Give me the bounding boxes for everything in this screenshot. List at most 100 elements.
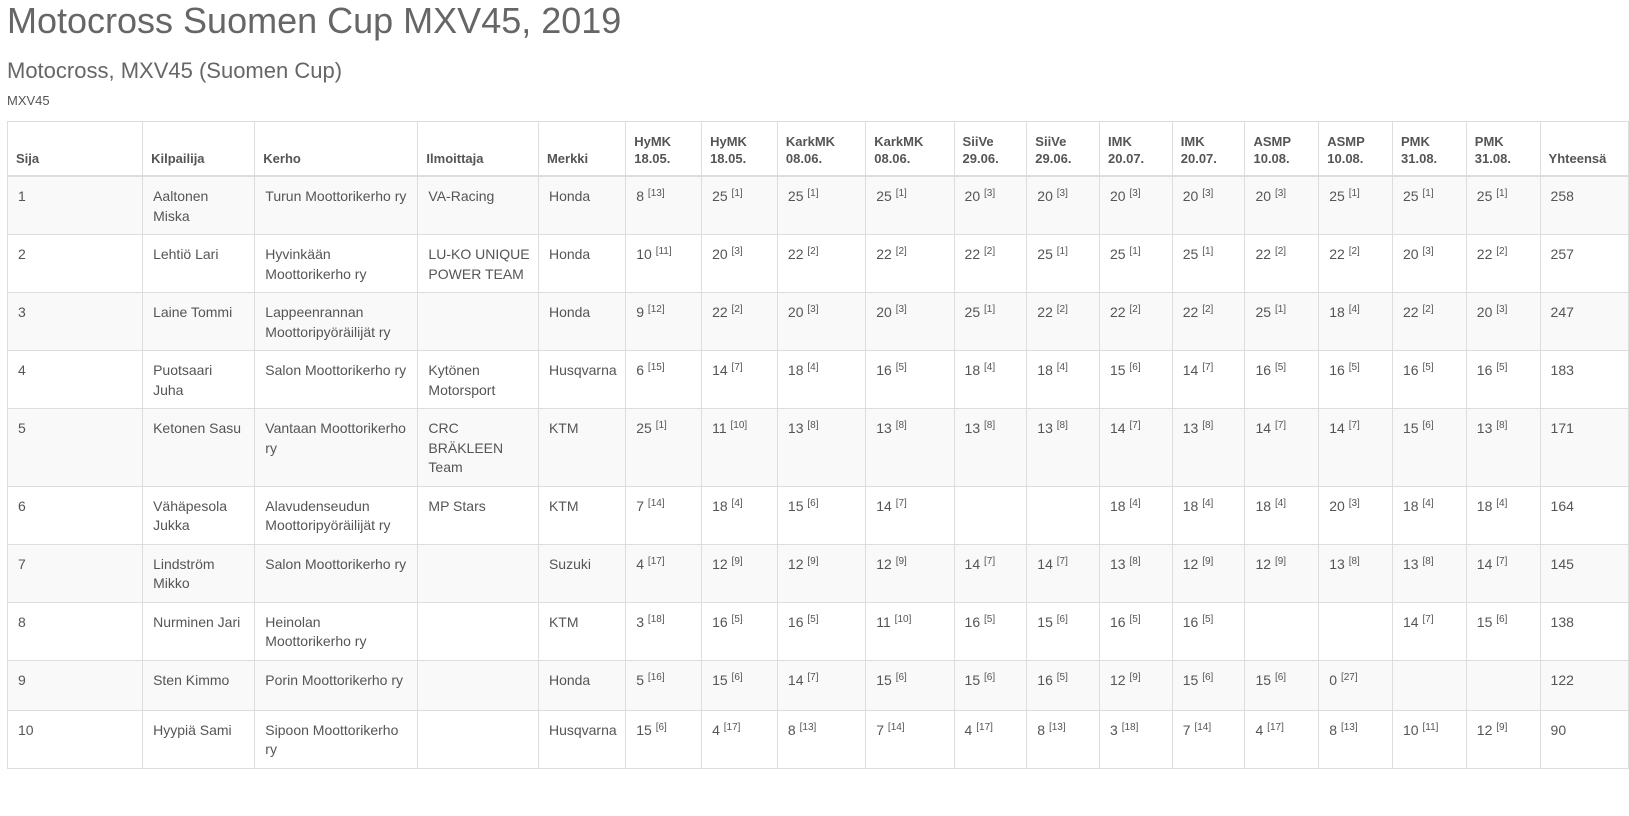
points: 18 [1110,497,1126,514]
points: 20 [1329,497,1345,514]
points: 18 [1037,362,1053,378]
cell-club: Alavudenseudun Moottoripyöräilijät ry [254,485,419,545]
cell-brand: Honda [537,175,627,235]
placing: [1] [655,420,667,431]
placing: [3] [1496,304,1508,315]
cell-rider: Ketonen Sasu [142,408,256,487]
cell-event-result: 12 [9] [865,543,955,603]
points: 4 [1255,721,1264,738]
points: 15 [787,497,804,514]
cell-event-result: 16 [5] [865,350,955,409]
placing: [8] [1496,420,1508,431]
points: 15 [1182,671,1199,688]
placing: [2] [1496,246,1508,257]
points: 18 [1403,497,1419,514]
cell-event-result: 25 [1] [701,175,778,235]
cell-rider: Puotsaari Juha [142,350,256,409]
placing: [17] [1267,721,1284,733]
points: 13 [1403,555,1419,572]
points: 14 [1110,420,1126,436]
cell-rider: Hyypiä Sami [142,709,256,769]
cell-club: Lappeenrannan Moottoripyöräilijät ry [254,292,419,351]
placing: [3] [1056,188,1068,199]
cell-event-result: 18 [4] [1026,350,1101,409]
points: 12 [876,555,892,572]
cell-event-result [1026,485,1101,545]
points: 14 [1255,420,1272,436]
event-name: KarkMK [874,134,924,149]
cell-total: 257 [1539,234,1629,293]
cell-entrant: MP Stars [417,485,539,545]
placing: [4] [1422,497,1434,509]
points: 20 [1476,304,1493,320]
placing: [5] [807,613,819,625]
cell-event-result: 7 [14] [625,485,703,545]
cell-event-result: 15 [6] [701,659,778,711]
placing: [5] [731,613,743,625]
event-date: 20.07. [1180,151,1217,166]
placing: [9] [1274,555,1287,567]
placing: [4] [1129,497,1141,509]
event-name: PMK [1474,134,1504,149]
cell-event-result: 16 [5] [1392,350,1467,409]
cell-event-result: 4 [17] [701,709,778,769]
points: 14 [1329,420,1345,436]
header-event: SiiVe 29.06. [953,121,1028,177]
points: 14 [964,555,981,572]
cell-event-result: 20 [3] [776,292,867,351]
cell-event-result: 8 [13] [776,709,867,769]
placing: [7] [895,497,907,509]
placing: [5] [1202,613,1214,625]
cell-event-result: 16 [5] [953,601,1028,661]
cell-rank: 4 [6,350,144,409]
cell-rider: Vähäpesola Jukka [142,485,256,545]
event-date: 29.06. [962,151,999,166]
placing: [7] [1496,555,1508,567]
placing: [4] [1202,497,1214,509]
cell-event-result [1465,659,1541,711]
cell-event-result: 25 [1] [1392,175,1467,235]
points: 16 [1403,362,1419,378]
cell-brand: KTM [537,485,627,545]
placing: [7] [984,555,996,567]
placing: [7] [1348,420,1360,431]
cell-brand: Suzuki [537,543,627,603]
event-date: 18.05. [710,151,747,166]
header-entrant: Ilmoittaja [417,121,539,177]
cell-event-result: 16 [5] [1026,659,1101,711]
header-event: PMK 31.08. [1392,121,1467,177]
cell-total: 183 [1539,350,1629,409]
placing: [5] [1274,362,1287,373]
points: 12 [712,555,728,572]
points: 15 [1110,362,1126,378]
points: 12 [787,555,804,572]
points: 20 [712,246,728,262]
points: 16 [1182,613,1199,630]
header-event: PMK 31.08. [1465,121,1541,177]
placing: [5] [1129,613,1141,625]
placing: [6] [1202,671,1214,683]
points: 16 [712,613,728,630]
placing: [7] [1129,420,1141,431]
cell-event-result: 13 [8] [1099,543,1173,603]
cell-rank: 5 [6,408,144,487]
placing: [3] [984,188,996,199]
points: 3 [1110,721,1118,738]
placing: [1] [1348,188,1360,199]
points: 25 [1110,246,1126,262]
cell-club: Porin Moottorikerho ry [254,659,419,711]
cell-event-result: 18 [4] [1244,485,1320,545]
cell-rank: 2 [6,234,144,293]
points: 6 [636,362,645,378]
cell-event-result: 4 [17] [625,543,703,603]
points: 15 [1476,613,1493,630]
cell-total: 247 [1539,292,1629,351]
cell-rank: 7 [6,543,144,603]
placing: [10] [894,613,912,625]
table-row: 7 Lindström Mikko Salon Moottorikerho ry Su… [6,543,1629,603]
cell-rank: 9 [6,659,144,711]
placing: [17] [647,555,665,567]
points: 13 [787,420,804,436]
placing: [8] [895,420,907,431]
cell-event-result: 13 [8] [865,408,955,487]
